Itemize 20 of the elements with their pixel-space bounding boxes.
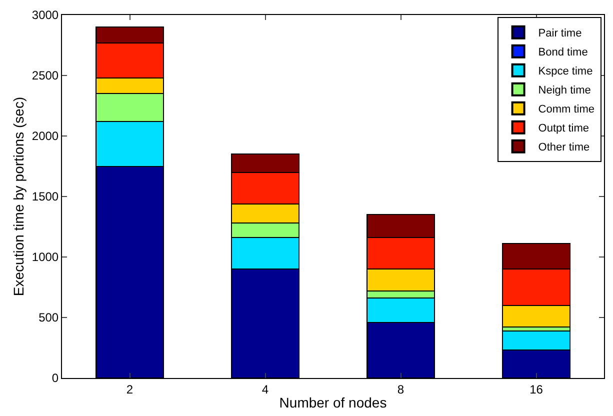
y-axis-title: Execution time by portions (sec) [10,96,26,296]
x-tick-label: 16 [530,382,544,396]
x-axis-title: Number of nodes [279,394,387,411]
y-tick-label: 0 [52,371,59,386]
legend-label: Pair time [538,28,582,40]
legend-label: Comm time [538,104,595,116]
x-tick-label: 4 [262,382,269,396]
y-tick-label: 3000 [32,8,59,22]
y-tick-label: 500 [38,310,59,325]
y-tick-label: 2000 [32,129,59,144]
y-tick-label: 2500 [32,68,59,83]
y-tick-label: 1500 [32,190,59,204]
y-tick-label: 1000 [32,250,59,264]
legend-label: Neigh time [538,84,591,97]
legend-label: Kspce time [538,66,593,78]
x-tick-label: 8 [397,382,404,396]
legend-label: Bond time [538,46,588,59]
x-tick-label: 2 [126,382,134,396]
legend-label: Outpt time [538,122,590,135]
legend-label: Other time [538,142,590,154]
